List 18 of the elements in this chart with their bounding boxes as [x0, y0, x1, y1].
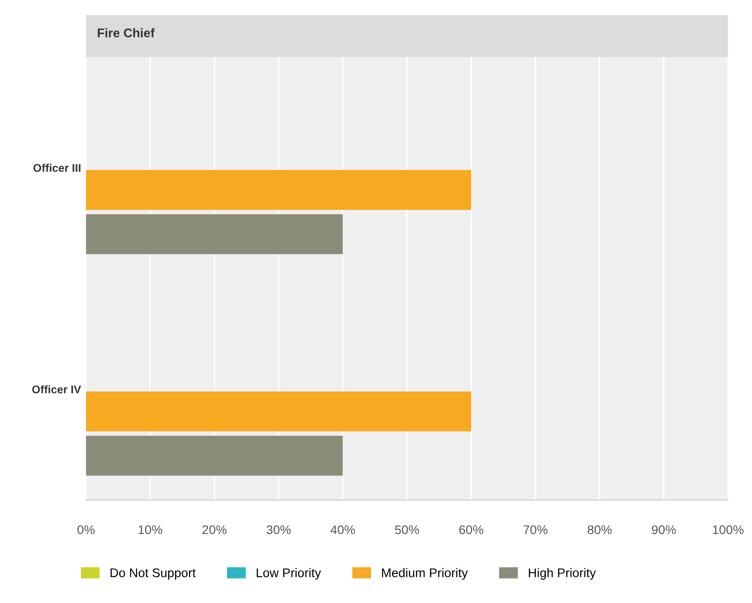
y-tick-label: Officer IV — [32, 385, 82, 394]
y-tick-label: Officer III — [33, 164, 80, 172]
x-tick-label: 0% — [77, 525, 95, 534]
legend-label: High Priority — [528, 568, 596, 580]
legend-label: Medium Priority — [382, 568, 468, 580]
x-tick-label: 50% — [394, 525, 420, 534]
x-tick-label: 70% — [524, 525, 548, 534]
x-tick-label: 90% — [652, 525, 676, 534]
legend-label: Low Priority — [256, 568, 322, 580]
chart-title: Fire Chief — [98, 28, 155, 38]
x-tick-label: 80% — [588, 525, 612, 534]
x-tick-label: 100% — [712, 525, 744, 534]
x-tick-label: 10% — [138, 525, 162, 534]
legend-label: Do Not Support — [110, 568, 196, 580]
x-tick-label: 40% — [330, 525, 355, 534]
x-tick-label: 30% — [266, 525, 291, 534]
x-tick-label: 20% — [202, 525, 226, 534]
x-tick-label: 60% — [459, 525, 484, 534]
